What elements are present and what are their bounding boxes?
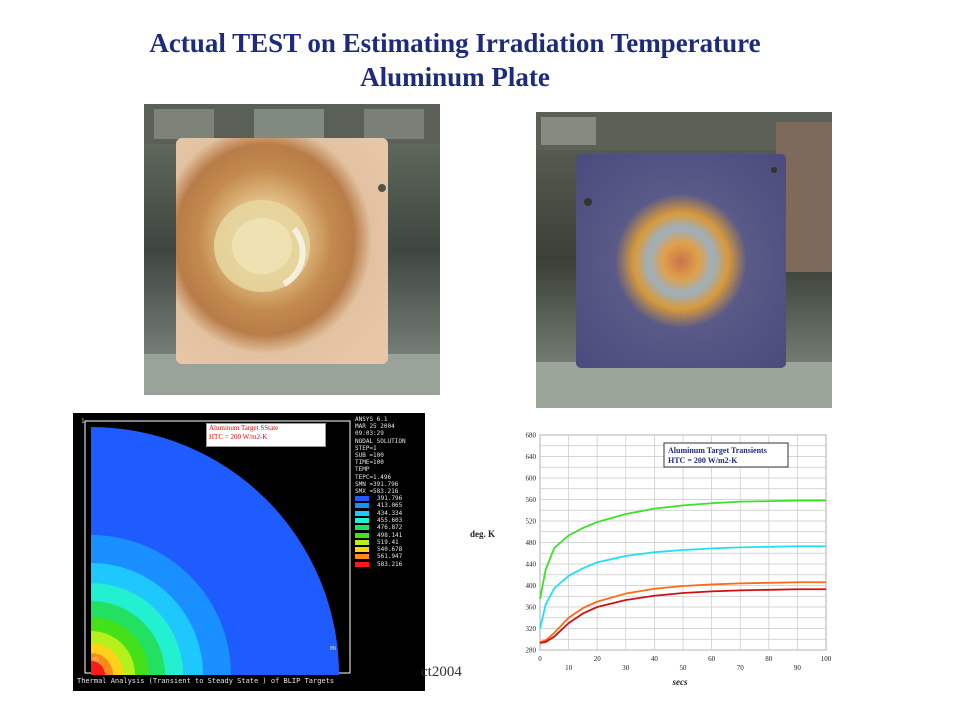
y-tick-label: 280 — [526, 647, 537, 655]
legend-level-9: 583.216 — [355, 561, 425, 568]
y-tick-label: 560 — [526, 496, 537, 504]
x-tick-label: 60 — [708, 655, 716, 663]
mn-marker: MN — [330, 646, 337, 652]
legend-value: 391.796 — [377, 495, 403, 502]
y-tick-label: 440 — [526, 561, 537, 569]
legend-value: 583.216 — [377, 560, 403, 568]
legend-value: 561.947 — [377, 553, 403, 561]
aluminum-plate-photo-left — [144, 104, 440, 395]
legend-swatch — [355, 547, 369, 553]
legend-value: 519.41 — [377, 538, 399, 546]
y-tick-label: 320 — [526, 625, 537, 633]
fea-footer-caption: Thermal Analysis (Transient to Steady St… — [77, 677, 335, 685]
mx-marker: MX — [93, 657, 100, 663]
x-axis-label: secs — [672, 677, 688, 687]
x-tick-label: 10 — [565, 664, 573, 672]
legend-swatch — [355, 517, 369, 523]
series-line-1 — [539, 545, 826, 629]
legend-swatch — [355, 510, 369, 516]
y-tick-label: 520 — [526, 518, 537, 526]
x-tick-label: 30 — [622, 664, 630, 672]
legend-level-1: 413.065 — [355, 502, 425, 509]
y-tick-label: 400 — [526, 582, 537, 590]
legend-level-7: 540.678 — [355, 546, 425, 553]
fea-legend-box: Aluminum Target SState HTC = 200 W/m2-K — [206, 423, 326, 447]
x-tick-label: 50 — [680, 664, 688, 672]
y-tick-label: 360 — [526, 604, 537, 612]
legend-swatch — [355, 554, 369, 560]
slide-title: Actual TEST on Estimating Irradiation Te… — [149, 28, 761, 58]
legend-swatch — [355, 496, 369, 501]
aluminum-plate-photo-right — [536, 112, 832, 408]
series-line-3 — [539, 588, 826, 644]
legend-level-0: 391.796 — [355, 495, 425, 502]
x-tick-label: 0 — [538, 655, 542, 663]
x-tick-label: 20 — [594, 655, 602, 663]
legend-swatch — [355, 532, 369, 538]
y-tick-label: 640 — [526, 453, 537, 461]
x-tick-label: 40 — [651, 655, 659, 663]
x-tick-label: 70 — [737, 664, 745, 672]
x-tick-label: 100 — [821, 655, 832, 663]
legend-swatch — [355, 525, 369, 531]
window-number: 1 — [81, 418, 85, 425]
fea-legend-line2: HTC = 200 W/m2-K — [209, 433, 268, 441]
chart-subtitle: HTC = 200 W/m2-K — [668, 456, 738, 465]
y-tick-label: 600 — [526, 475, 537, 483]
legend-value: 476.872 — [377, 524, 403, 532]
slide-subtitle: Aluminum Plate — [360, 62, 550, 92]
legend-level-6: 519.41 — [355, 539, 425, 546]
legend-value: 498.141 — [377, 531, 403, 539]
legend-value: 540.678 — [377, 546, 403, 554]
footer-fragment: ct2004 — [421, 664, 462, 680]
fea-contour-plot: 1 Aluminum Target SState HTC = 200 W/m2-… — [73, 413, 425, 691]
legend-swatch — [355, 503, 369, 509]
legend-level-3: 455.603 — [355, 517, 425, 524]
legend-level-5: 498.141 — [355, 532, 425, 539]
fea-legend-line1: Aluminum Target SState — [209, 424, 279, 432]
legend-level-4: 476.872 — [355, 524, 425, 531]
legend-swatch — [355, 539, 369, 545]
legend-level-2: 434.334 — [355, 510, 425, 517]
series-line-2 — [539, 581, 826, 643]
chart-title: Aluminum Target Transients — [668, 446, 767, 455]
y-tick-label: 480 — [526, 539, 537, 547]
legend-value: 434.334 — [377, 509, 403, 517]
y-axis-label: deg. K — [470, 529, 495, 539]
x-tick-label: 90 — [794, 664, 802, 672]
y-tick-label: 680 — [526, 432, 537, 440]
legend-value: 455.603 — [377, 516, 403, 524]
transient-chart: 0 10 20 30 40 50 60 70 80 90 100 280 320 360 400 440 480… — [470, 425, 842, 690]
chart-legend-box — [663, 442, 789, 468]
fea-info-block: ANSYS 6.1 MAR 25 2004 09:03:29 NODAL SOL… — [355, 416, 406, 496]
legend-level-8: 561.947 — [355, 553, 425, 560]
legend-value: 413.065 — [377, 502, 403, 510]
contour-band-9 — [91, 661, 105, 675]
x-tick-label: 80 — [765, 655, 773, 663]
legend-swatch — [355, 561, 369, 567]
series-line-0 — [539, 499, 826, 600]
